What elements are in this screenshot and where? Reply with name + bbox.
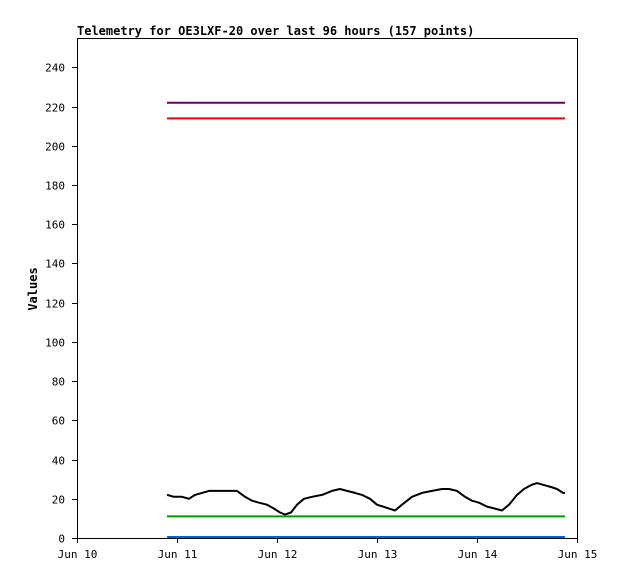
x-tick-label: Jun 10 — [58, 548, 98, 561]
series-lines — [166, 101, 565, 538]
y-tick-label: 60 — [52, 415, 65, 428]
x-tick-label: Jun 13 — [358, 548, 398, 561]
y-tick-label: 220 — [45, 102, 65, 115]
x-tick-label: Jun 12 — [258, 548, 298, 561]
y-axis-label: Values — [26, 267, 40, 310]
y-tick-label: 40 — [52, 455, 65, 468]
x-axis-ticks: Jun 10 Jun 11 Jun 12 Jun 13 Jun 14 Jun 15 — [58, 538, 598, 561]
y-tick-label: 160 — [45, 219, 65, 232]
y-tick-label: 80 — [52, 376, 65, 389]
y-tick-label: 180 — [45, 180, 65, 193]
y-tick-label: 240 — [45, 62, 65, 75]
series-line-3 — [166, 482, 565, 516]
y-tick-label: 20 — [52, 494, 65, 507]
y-tick-label: 200 — [45, 141, 65, 154]
y-tick-label: 120 — [45, 298, 65, 311]
y-tick-label: 140 — [45, 258, 65, 271]
x-tick-label: Jun 11 — [158, 548, 198, 561]
x-tick-label: Jun 14 — [458, 548, 498, 561]
chart-title: Telemetry for OE3LXF-20 over last 96 hou… — [77, 24, 474, 38]
y-tick-label: 0 — [58, 533, 65, 546]
plot-frame — [77, 38, 578, 539]
x-tick-label: Jun 15 — [558, 548, 598, 561]
y-axis-ticks: 0 20 40 60 80 100 120 140 160 180 200 220 240 — [45, 62, 77, 546]
y-tick-label: 100 — [45, 337, 65, 350]
